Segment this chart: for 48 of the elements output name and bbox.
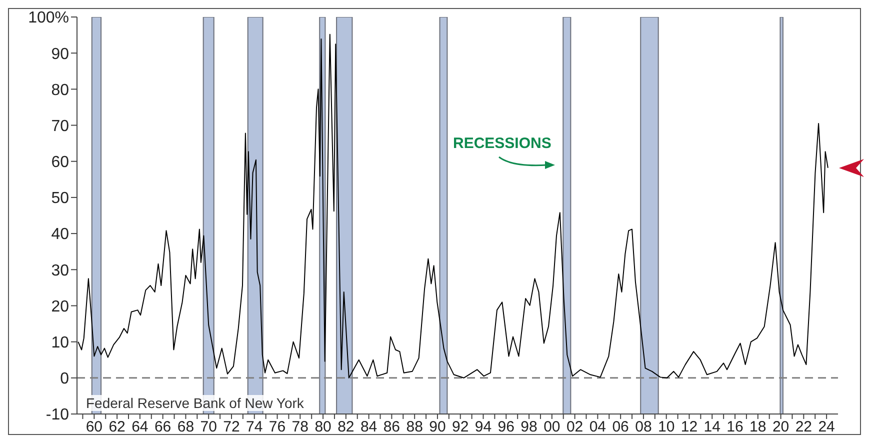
y-tick-label: 20 <box>51 298 70 316</box>
x-tick-label: 70 <box>200 418 217 436</box>
x-tick-label: 88 <box>406 418 423 436</box>
x-tick-label: 08 <box>635 418 652 436</box>
x-tick-label: 02 <box>566 418 584 436</box>
x-tick-label: 24 <box>818 418 835 436</box>
y-tick-label: 60 <box>51 154 70 172</box>
x-tick-label: 76 <box>268 418 286 436</box>
x-tick-label: 84 <box>360 418 378 436</box>
y-tick-label: 100% <box>28 10 69 27</box>
x-tick-label: 94 <box>474 418 492 436</box>
x-tick-label: 72 <box>223 418 240 436</box>
x-tick-label: 78 <box>292 418 308 436</box>
x-tick-label: 10 <box>658 418 675 436</box>
x-tick-label: 82 <box>338 418 354 436</box>
y-tick-label: 40 <box>51 226 70 244</box>
x-tick-label: 14 <box>704 418 720 436</box>
y-tick-label: 80 <box>51 82 70 99</box>
annotation: Federal Reserve Bank of New York <box>84 395 306 411</box>
x-tick-label: 92 <box>452 418 469 436</box>
y-tick-label: 0 <box>60 370 70 388</box>
x-tick-label: 80 <box>314 418 332 436</box>
x-tick-label: 60 <box>86 418 103 436</box>
x-tick-label: 86 <box>383 418 400 436</box>
annotation: RECESSIONS <box>453 135 552 152</box>
x-tick-label: 22 <box>795 418 812 436</box>
y-tick-label: 50 <box>51 190 70 208</box>
x-tick-label: 68 <box>177 418 194 436</box>
x-tick-label: 90 <box>429 418 446 436</box>
y-tick-label: 90 <box>51 46 70 63</box>
y-tick-label: -10 <box>46 406 70 424</box>
line-series <box>78 34 828 378</box>
x-tick-label: 66 <box>154 418 172 436</box>
x-tick-label: 64 <box>132 418 148 436</box>
x-tick-label: 18 <box>750 418 766 436</box>
x-tick-label: 12 <box>680 418 698 436</box>
x-tick-label: 20 <box>772 418 790 436</box>
x-tick-label: 04 <box>589 418 606 436</box>
x-tick-label: 74 <box>246 418 263 436</box>
y-tick-label: 70 <box>51 118 70 135</box>
x-tick-label: 98 <box>520 418 538 436</box>
x-tick-label: 00 <box>544 418 560 436</box>
x-tick-label: 16 <box>726 418 744 436</box>
y-tick-label: 10 <box>51 334 70 352</box>
x-tick-label: 62 <box>108 418 126 436</box>
y-tick-label: 30 <box>51 262 70 280</box>
x-tick-label: 06 <box>612 418 629 436</box>
x-tick-label: 96 <box>498 418 514 436</box>
